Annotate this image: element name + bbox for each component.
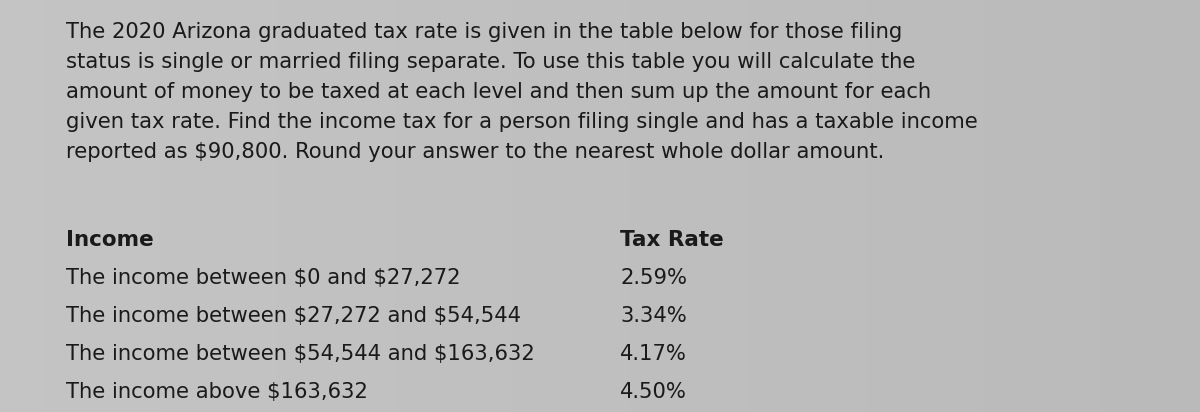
Text: The 2020 Arizona graduated tax rate is given in the table below for those filing: The 2020 Arizona graduated tax rate is g… [66,22,902,42]
Text: The income above \$163,632: The income above \$163,632 [66,382,368,402]
Text: given tax rate. Find the income tax for a person filing single and has a taxable: given tax rate. Find the income tax for … [66,112,978,132]
Text: reported as \$90,800. Round your answer to the nearest whole dollar amount.: reported as \$90,800. Round your answer … [66,142,884,162]
Text: The income between \$54,544 and \$163,632: The income between \$54,544 and \$163,63… [66,344,535,364]
Text: amount of money to be taxed at each level and then sum up the amount for each: amount of money to be taxed at each leve… [66,82,931,102]
Text: Income: Income [66,230,154,250]
Text: 4.17%: 4.17% [620,344,686,364]
Text: The income between \$27,272 and \$54,544: The income between \$27,272 and \$54,544 [66,306,521,326]
Text: 4.50%: 4.50% [620,382,686,402]
Text: The income between \$0 and \$27,272: The income between \$0 and \$27,272 [66,268,461,288]
Text: 2.59%: 2.59% [620,268,686,288]
Text: Tax Rate: Tax Rate [620,230,724,250]
Text: 3.34%: 3.34% [620,306,686,326]
Text: status is single or married filing separate. To use this table you will calculat: status is single or married filing separ… [66,52,916,72]
